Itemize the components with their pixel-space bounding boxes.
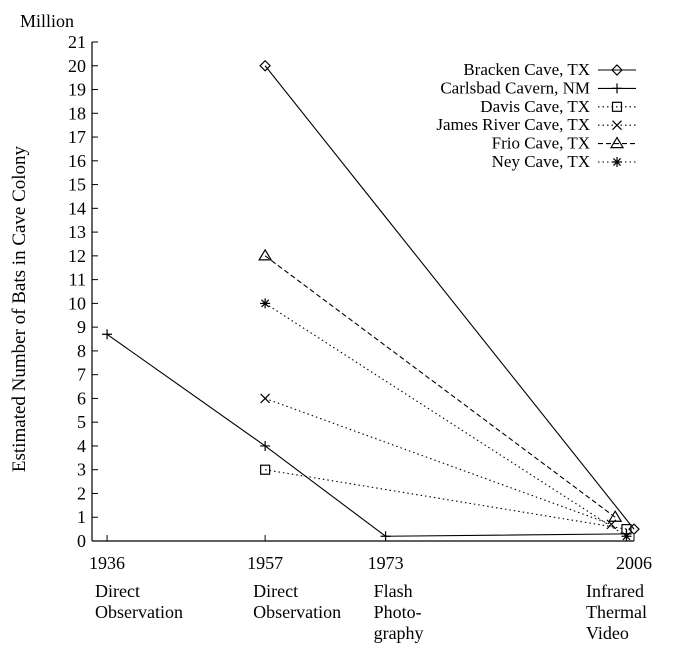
data-point-triangle	[609, 136, 625, 149]
data-point-plus	[612, 83, 622, 94]
y-tick-label: 18	[68, 103, 86, 123]
x-method-label: Video	[586, 623, 629, 643]
series-4	[258, 248, 623, 522]
y-tick-label: 7	[77, 365, 86, 385]
data-point-plus	[260, 440, 271, 451]
y-tick-label: 13	[68, 222, 86, 242]
data-point-x	[260, 393, 271, 404]
y-tick-label: 6	[77, 388, 86, 408]
y-axis-title: Estimated Number of Bats in Cave Colony	[9, 145, 30, 472]
series-line	[264, 397, 612, 525]
series-line	[264, 302, 627, 537]
data-point-asterisk	[612, 157, 622, 167]
y-tick-label: 17	[68, 127, 86, 147]
x-method-label: Photo-	[374, 602, 422, 622]
data-point-plus	[380, 531, 391, 542]
y-tick-label: 14	[68, 198, 86, 218]
legend-label: Davis Cave, TX	[480, 97, 590, 116]
x-method-label: Infrared	[586, 581, 644, 601]
series-3	[260, 393, 617, 530]
data-point-diamond	[611, 64, 623, 76]
data-point-triangle	[608, 510, 623, 522]
series-line	[106, 333, 627, 537]
data-point-asterisk	[260, 298, 271, 309]
x-tick-label: 2006	[616, 553, 652, 573]
legend-label: Carlsbad Cavern, NM	[440, 78, 590, 97]
x-method-label: Observation	[253, 602, 341, 622]
x-method-label: Direct	[253, 581, 298, 601]
data-point-plus	[102, 329, 113, 340]
x-tick-label: 1957	[247, 553, 283, 573]
y-tick-label: 2	[77, 483, 86, 503]
y-tick-label: 19	[68, 80, 86, 100]
legend-label: Ney Cave, TX	[492, 152, 590, 171]
y-tick-label: 11	[69, 270, 86, 290]
data-point-square	[611, 101, 623, 112]
series-line	[264, 255, 616, 518]
y-tick-label: 16	[68, 151, 86, 171]
legend-label: Frio Cave, TX	[492, 134, 590, 153]
y-unit-label: Million	[20, 11, 74, 31]
x-tick-label: 1936	[89, 553, 125, 573]
series-line	[264, 65, 635, 530]
series-2	[260, 464, 632, 535]
data-point-triangle	[258, 248, 273, 261]
y-tick-label: 3	[77, 460, 86, 480]
y-tick-label: 0	[77, 531, 86, 551]
y-tick-label: 4	[77, 436, 86, 456]
y-tick-label: 10	[68, 293, 86, 313]
y-tick-label: 8	[77, 341, 86, 361]
y-tick-label: 15	[68, 175, 86, 195]
legend-label: Bracken Cave, TX	[463, 60, 590, 79]
y-tick-label: 5	[77, 412, 86, 432]
y-tick-label: 1	[77, 507, 86, 527]
data-point-asterisk	[621, 531, 632, 542]
data-point-x	[612, 120, 622, 131]
x-method-label: graphy	[374, 623, 424, 643]
legend-label: James River Cave, TX	[436, 115, 590, 134]
data-point-square	[260, 464, 271, 475]
x-method-label: Direct	[95, 581, 140, 601]
x-method-label: Thermal	[586, 602, 647, 622]
x-method-label: Observation	[95, 602, 183, 622]
y-tick-label: 12	[68, 246, 86, 266]
y-tick-label: 9	[77, 317, 86, 337]
x-tick-label: 1973	[368, 553, 404, 573]
series-5	[260, 298, 632, 542]
data-point-diamond	[259, 59, 271, 72]
series-line	[265, 469, 627, 530]
x-method-label: Flash	[374, 581, 413, 601]
y-tick-label: 20	[68, 56, 86, 76]
y-tick-label: 21	[68, 32, 86, 52]
